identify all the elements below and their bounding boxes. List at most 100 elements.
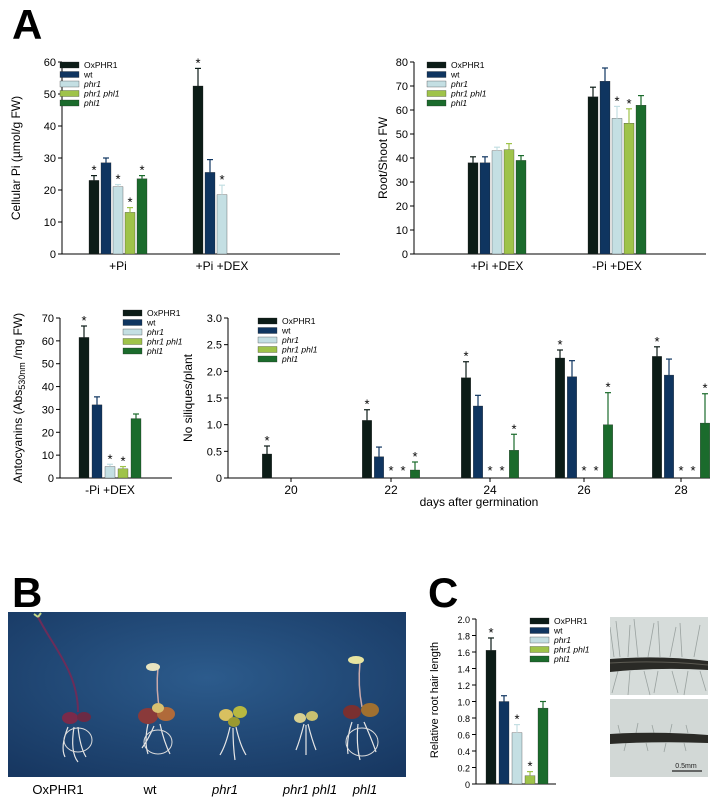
category-label: 24 bbox=[483, 483, 497, 497]
y-tick-label: 0.4 bbox=[457, 747, 470, 757]
bar bbox=[204, 172, 216, 255]
chart-1: 0 10 20 30 40 50 60 Cellular Pi (µmol/g FW) +Pi *… bbox=[9, 55, 340, 273]
bar bbox=[104, 466, 116, 479]
bar bbox=[88, 180, 100, 255]
y-tick-label: 0 bbox=[50, 249, 56, 261]
y-axis-label: Cellular Pi (µmol/g FW) bbox=[9, 96, 23, 220]
y-tick-label: 50 bbox=[44, 89, 56, 101]
significance-star: * bbox=[678, 463, 683, 478]
bar bbox=[515, 160, 527, 255]
significance-star: * bbox=[400, 463, 405, 478]
legend-label: phr1 bbox=[281, 335, 299, 345]
seedling-photo bbox=[8, 612, 406, 777]
y-tick-label: 3.0 bbox=[207, 313, 222, 325]
significance-star: * bbox=[115, 172, 120, 187]
bar bbox=[374, 456, 384, 479]
significance-star: * bbox=[514, 712, 519, 727]
y-tick-label: 30 bbox=[42, 404, 54, 416]
legend-label: OxPHR1 bbox=[147, 308, 181, 318]
legend-swatch bbox=[257, 336, 278, 344]
bar bbox=[509, 450, 519, 479]
panel-letter-b: B bbox=[12, 569, 43, 616]
bar bbox=[524, 775, 536, 785]
bar bbox=[136, 178, 148, 255]
y-axis-label: Relative root hair length bbox=[429, 642, 441, 758]
legend-label: wt bbox=[146, 318, 156, 328]
legend-label: OxPHR1 bbox=[554, 616, 588, 626]
seedling-oxphr1 bbox=[33, 612, 93, 763]
seedling-phr1-phl1 bbox=[294, 711, 318, 755]
bar bbox=[91, 404, 103, 479]
bar bbox=[467, 162, 479, 255]
legend-label: phr1 phl1 bbox=[450, 89, 487, 99]
significance-star: * bbox=[511, 421, 516, 436]
bar bbox=[485, 650, 497, 785]
y-tick-label: 2.5 bbox=[207, 340, 222, 352]
panel-letter-a: A bbox=[12, 1, 43, 48]
y-tick-label: 20 bbox=[44, 185, 56, 197]
bar bbox=[567, 376, 577, 479]
legend-swatch bbox=[426, 71, 447, 78]
legend-label: phl1 bbox=[553, 654, 570, 664]
legend-label: phr1 phl1 bbox=[281, 345, 318, 355]
legend-label: wt bbox=[83, 70, 93, 80]
y-tick-label: 20 bbox=[42, 427, 54, 439]
legend-swatch bbox=[529, 627, 550, 634]
legend-label: phr1 bbox=[83, 79, 101, 89]
y-tick-label: 50 bbox=[396, 129, 408, 141]
bar bbox=[117, 468, 129, 479]
y-tick-label: 1.6 bbox=[457, 648, 470, 658]
legend-label: wt bbox=[281, 326, 291, 336]
significance-star: * bbox=[195, 55, 200, 70]
y-tick-label: 40 bbox=[44, 121, 56, 133]
bar bbox=[479, 162, 491, 255]
bar bbox=[555, 357, 565, 479]
significance-star: * bbox=[499, 463, 504, 478]
category-label: +Pi +DEX bbox=[471, 259, 524, 273]
label-b-wt: wt bbox=[143, 782, 157, 797]
seedling-wt bbox=[138, 663, 175, 755]
significance-star: * bbox=[412, 449, 417, 464]
chart-3: 0 10 20 30 40 50 60 70 Antocyanins (Abs530nm /mg… bbox=[11, 308, 183, 497]
bar bbox=[498, 701, 510, 785]
bar bbox=[473, 405, 483, 479]
significance-star: * bbox=[605, 380, 610, 395]
legend-swatch bbox=[59, 80, 80, 88]
legend-label: phr1 bbox=[450, 79, 468, 89]
chart-5: 0 0.2 0.4 0.6 0.8 1.0 1.2 1.4 1.6 1.8 2.0 Relative … bbox=[429, 615, 590, 790]
y-tick-label: 30 bbox=[396, 177, 408, 189]
y-tick-label: 0 bbox=[48, 473, 54, 485]
significance-star: * bbox=[593, 463, 598, 478]
bar bbox=[611, 118, 623, 255]
legend-swatch bbox=[59, 90, 80, 97]
legend-label: phl1 bbox=[83, 98, 100, 108]
x-axis-label: days after germination bbox=[420, 495, 539, 509]
legend-swatch bbox=[257, 346, 278, 353]
legend-label: phr1 phl1 bbox=[553, 645, 590, 655]
y-tick-label: 1.0 bbox=[457, 698, 470, 708]
y-tick-label: 40 bbox=[396, 153, 408, 165]
significance-star: * bbox=[120, 454, 125, 469]
legend-label: phr1 bbox=[553, 635, 571, 645]
category-label: -Pi +DEX bbox=[592, 259, 642, 273]
y-tick-label: 50 bbox=[42, 359, 54, 371]
legend-label: OxPHR1 bbox=[451, 60, 485, 70]
significance-star: * bbox=[264, 433, 269, 448]
y-tick-label: 60 bbox=[44, 57, 56, 69]
seedling-phl1 bbox=[343, 656, 379, 761]
bar bbox=[587, 96, 599, 255]
y-tick-label: 70 bbox=[396, 81, 408, 93]
legend-swatch bbox=[257, 327, 278, 334]
y-tick-label: 0 bbox=[402, 249, 408, 261]
legend-swatch bbox=[122, 347, 143, 355]
legend-label: wt bbox=[450, 70, 460, 80]
legend-swatch bbox=[426, 90, 447, 97]
bar bbox=[603, 424, 613, 479]
y-tick-label: 1.5 bbox=[207, 393, 222, 405]
chart-2: 0 10 20 30 40 50 60 70 80 Root/Shoot FW +Pi +DEX -P… bbox=[376, 57, 706, 273]
significance-star: * bbox=[626, 96, 631, 111]
category-label: 28 bbox=[674, 483, 688, 497]
